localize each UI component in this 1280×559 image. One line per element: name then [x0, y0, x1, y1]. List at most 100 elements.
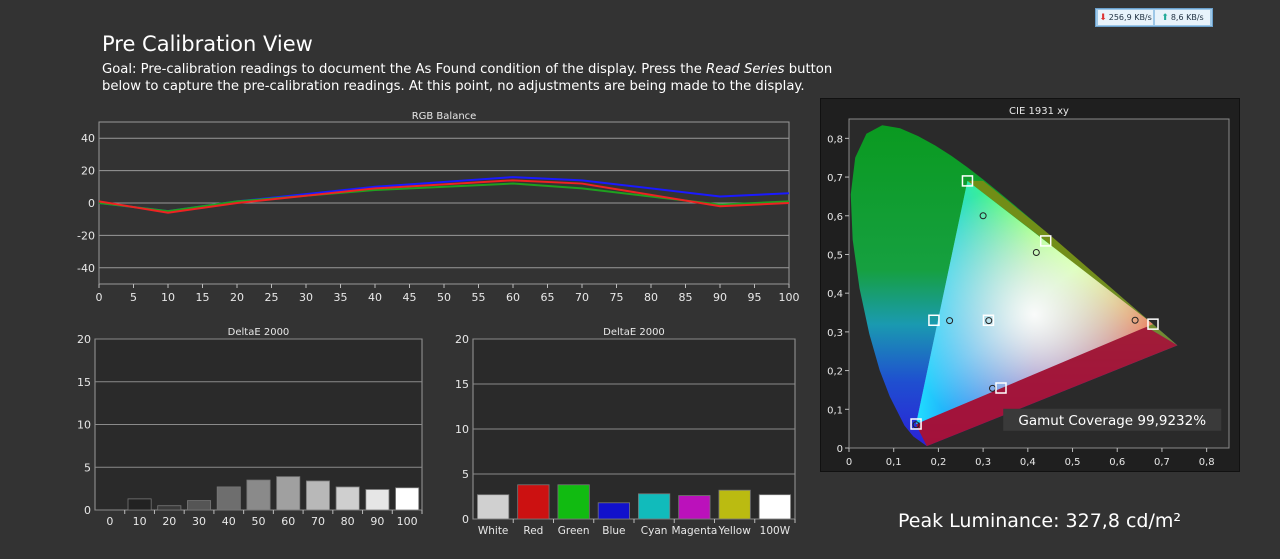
- cie-title: CIE 1931 xy: [1009, 106, 1069, 117]
- de-gray-bar: [305, 480, 330, 511]
- upload-rate: ⬆ 8,6 KB/s: [1155, 10, 1210, 25]
- cie-xtick-label: 0: [846, 457, 852, 468]
- upload-rate-label: 8,6 KB/s: [1170, 13, 1204, 22]
- download-rate: ⬇ 256,9 KB/s: [1098, 10, 1153, 25]
- cie-target-marker: [1032, 249, 1040, 257]
- rgb-xtick-label: 80: [644, 291, 658, 304]
- de-color-bar: [638, 493, 671, 520]
- cie-xtick-label: 0,6: [1109, 457, 1125, 468]
- de-gray-xtick-label: 50: [252, 515, 266, 527]
- cie-frame: CIE 1931 xy 0 0,1 0,2 0,3 0,4 0,5 0,6 0,7 0,8 0,8 0…: [820, 98, 1240, 472]
- download-rate-label: 256,9 KB/s: [1108, 13, 1152, 22]
- de-gray-xtick-label: 60: [281, 515, 295, 527]
- cie-target-marker: [912, 421, 920, 429]
- de-gray-bar: [395, 487, 420, 511]
- de-color-ytick-label: 5: [462, 468, 469, 481]
- cie-ytick-label: 0: [837, 444, 843, 455]
- de-gray-ytick-label: 5: [84, 461, 91, 474]
- cie-measured-marker: [982, 314, 995, 327]
- rgb-xtick-label: 30: [299, 291, 313, 304]
- gamut-coverage-label: Gamut Coverage 99,9232%: [1018, 413, 1206, 429]
- de-color-xtick-label: Red: [523, 525, 543, 537]
- de-gray-xtick-label: 10: [133, 515, 147, 527]
- cie-measured-marker: [961, 175, 974, 187]
- rgb-xtick-label: 55: [472, 291, 486, 304]
- page-title: Pre Calibration View: [102, 32, 313, 56]
- gamut-coverage-box: [1003, 408, 1222, 431]
- cie-ytick-label: 0,3: [827, 328, 843, 339]
- deltae-colors-chart: DeltaE 2000 20 15 10 5 0 White Red Green Blue Cyan…: [455, 327, 796, 537]
- de-gray-bar: [187, 500, 212, 511]
- read-series-reference: Read Series: [706, 62, 785, 77]
- rgb-ytick-label: 40: [81, 132, 95, 145]
- de-color-bar: [758, 494, 791, 520]
- gamut-triangle-white-overlay: [916, 180, 1153, 425]
- de-gray-bar: [157, 505, 182, 511]
- cie-xtick-label: 0,5: [1065, 457, 1081, 468]
- rgb-balance-chart: RGB Balance 40 20 0 -20 -40 0 5 10 15 20 25 30 35 40 45…: [77, 111, 800, 304]
- de-gray-bar: [127, 498, 152, 511]
- rgb-xtick-label: 10: [161, 291, 175, 304]
- rgb-xtick-label: 75: [610, 291, 624, 304]
- de-color-xtick-label: Green: [558, 525, 590, 537]
- de-color-bar: [718, 489, 751, 520]
- de-color-xtick-label: Magenta: [671, 525, 717, 537]
- de-color-bar: [477, 494, 510, 520]
- de-color-ytick-label: 20: [455, 333, 469, 346]
- peak-luminance: Peak Luminance: 327,8 cd/m²: [898, 510, 1182, 532]
- cie-ytick-label: 0,1: [827, 405, 843, 416]
- rgb-xtick-label: 60: [506, 291, 520, 304]
- cie-xtick-label: 0,1: [886, 457, 902, 468]
- de-gray-bar: [246, 479, 271, 511]
- cie-target-marker: [946, 317, 954, 325]
- de-color-xtick-label: Cyan: [641, 525, 668, 537]
- network-meter: ⬇ 256,9 KB/s ⬆ 8,6 KB/s: [1095, 8, 1213, 27]
- rgb-ytick-label: 20: [81, 165, 95, 178]
- de-color-ytick-label: 10: [455, 423, 469, 436]
- de-gray-xtick-label: 40: [222, 515, 236, 527]
- de-color-ytick-label: 0: [462, 513, 469, 526]
- rgb-xtick-label: 50: [437, 291, 451, 304]
- de-gray-bar: [335, 486, 360, 511]
- rgb-xtick-label: 35: [334, 291, 348, 304]
- rgb-xtick-label: 20: [230, 291, 244, 304]
- cie-xtick-label: 0,2: [930, 457, 946, 468]
- cie-ytick-label: 0,6: [827, 212, 843, 223]
- rgb-xtick-label: 5: [130, 291, 137, 304]
- de-color-xtick-label: Yellow: [717, 525, 751, 537]
- rgb-xtick-label: 15: [196, 291, 210, 304]
- de-color-bar: [678, 495, 711, 520]
- de-color-xtick-label: 100W: [760, 525, 791, 537]
- rgb-title: RGB Balance: [412, 111, 477, 122]
- de-gray-ytick-label: 10: [77, 419, 91, 432]
- cie-xtick-label: 0,8: [1199, 457, 1215, 468]
- cie-ytick-label: 0,4: [827, 289, 843, 300]
- de-color-bar: [597, 502, 630, 520]
- goal-suffix: button below to capture the pre-calibrat…: [102, 62, 833, 94]
- de-gray-ytick-label: 20: [77, 333, 91, 346]
- cie-measured-marker: [910, 418, 922, 430]
- de-gray-xtick-label: 100: [397, 515, 418, 527]
- goal-prefix: Goal: Pre-calibration readings to docume…: [102, 62, 707, 77]
- de-gray-xtick-label: 80: [341, 515, 355, 527]
- cie-chart: CIE 1931 xy 0 0,1 0,2 0,3 0,4 0,5 0,6 0,7 0,8 0,8 0…: [827, 106, 1230, 468]
- upload-arrow-icon: ⬆: [1161, 12, 1169, 23]
- rgb-xtick-label: 0: [96, 291, 103, 304]
- cie-red-band: [916, 320, 1178, 447]
- cie-target-marker: [1131, 316, 1139, 324]
- de-gray-bar: [276, 476, 301, 511]
- goal-text: Goal: Pre-calibration readings to docume…: [102, 61, 862, 95]
- cie-measured-marker: [995, 382, 1007, 394]
- cie-ytick-label: 0,5: [827, 250, 843, 261]
- rgb-xtick-label: 70: [575, 291, 589, 304]
- cie-measured-marker: [1147, 318, 1159, 330]
- rgb-ytick-label: 0: [88, 197, 95, 210]
- cie-xtick-label: 0,3: [975, 457, 991, 468]
- de-color-xtick-label: Blue: [602, 525, 625, 537]
- rgb-xtick-label: 100: [779, 291, 800, 304]
- de-gray-bar: [365, 489, 390, 511]
- rgb-series-line-2: [98, 179, 790, 214]
- de-gray-title: DeltaE 2000: [228, 327, 290, 338]
- de-gray-xtick-label: 30: [192, 515, 206, 527]
